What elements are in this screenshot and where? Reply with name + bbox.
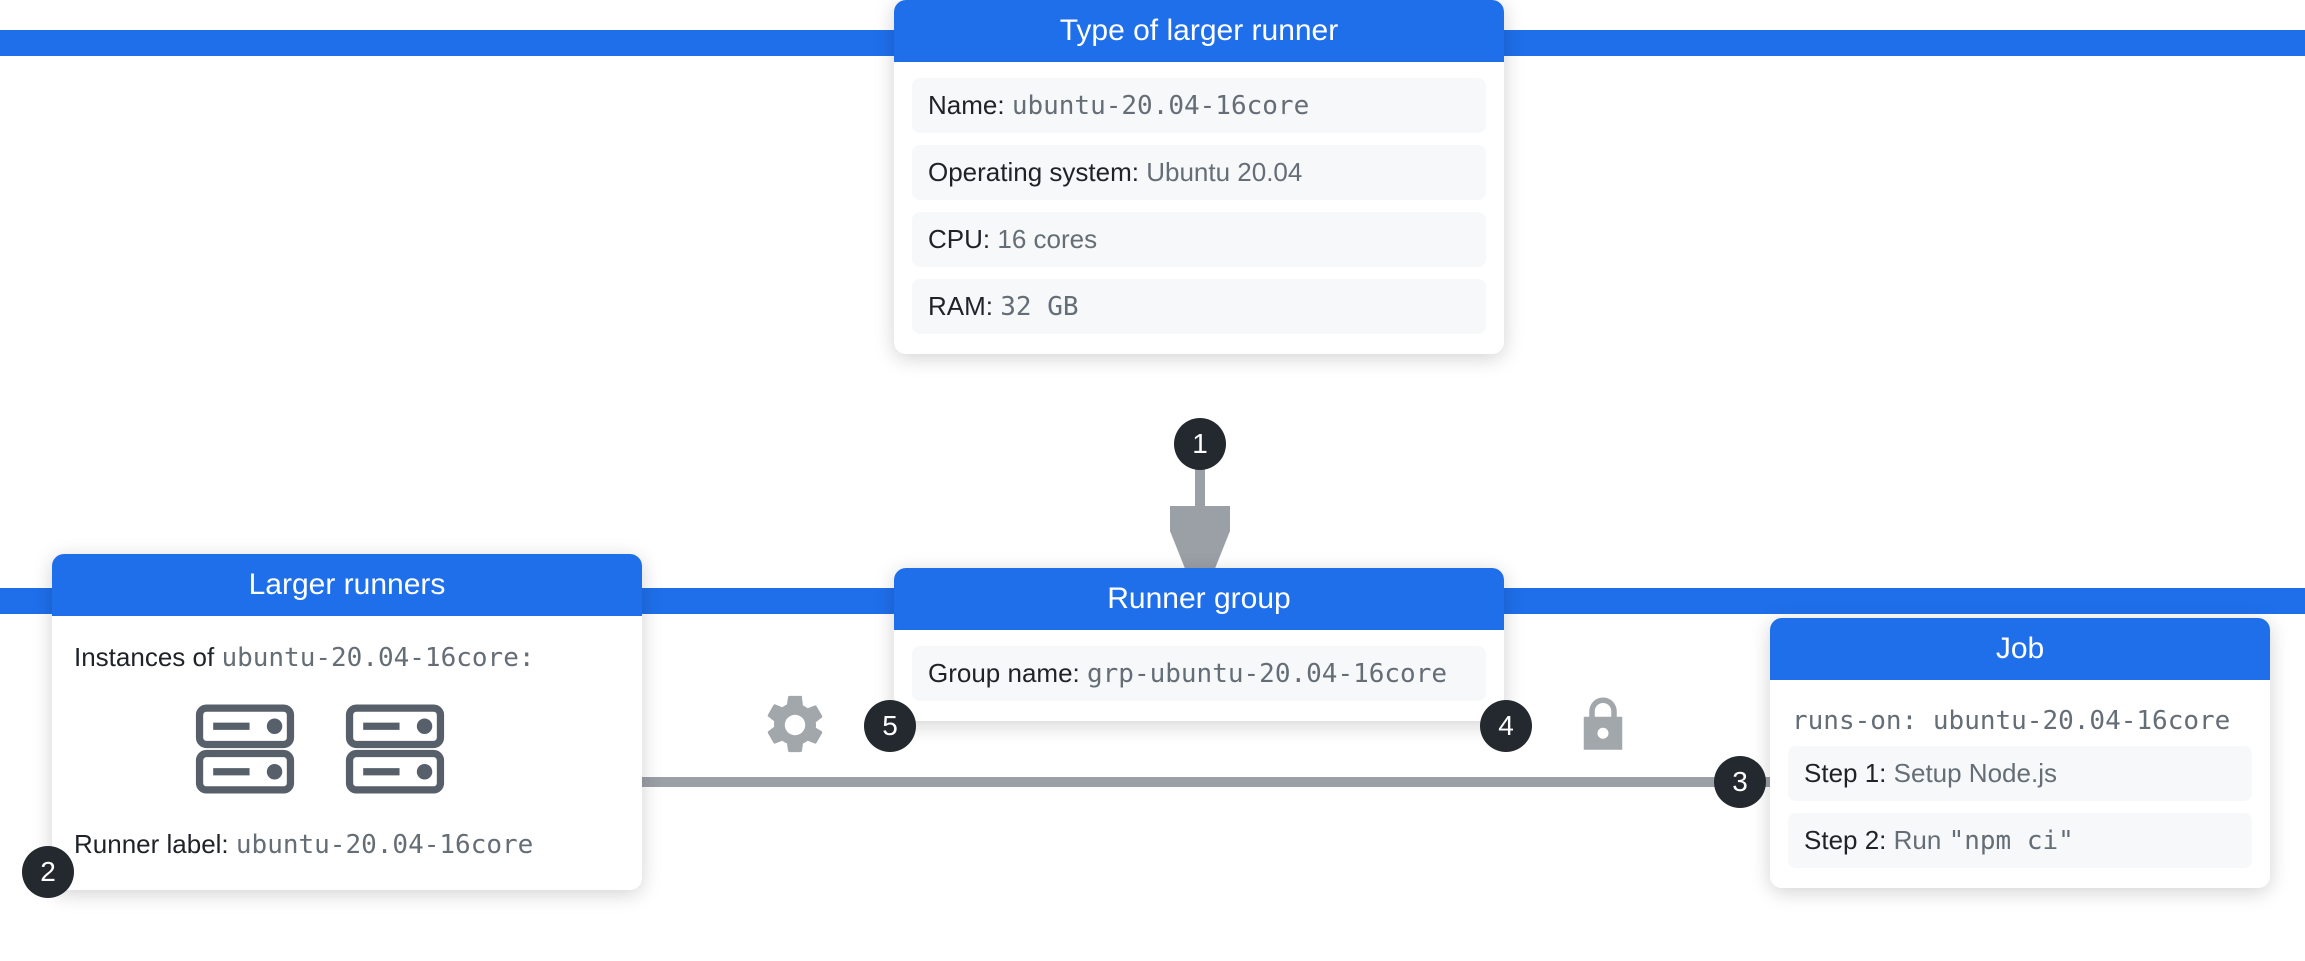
runner-group-field-name: Group name: grp-ubuntu-20.04-16core: [912, 646, 1486, 701]
badge-3: 3: [1714, 756, 1766, 808]
server-icon: [340, 699, 450, 799]
job-step-2: Step 2: Run "npm ci": [1788, 813, 2252, 868]
type-runner-field-name: Name: ubuntu-20.04-16core: [912, 78, 1486, 133]
card-job: Job runs-on: ubuntu-20.04-16core Step 1:…: [1770, 618, 2270, 888]
type-runner-field-cpu: CPU: 16 cores: [912, 212, 1486, 267]
arrow-left: [500, 752, 1780, 812]
job-title: Job: [1770, 618, 2270, 680]
larger-runners-title: Larger runners: [52, 554, 642, 616]
job-runs-on: runs-on: ubuntu-20.04-16core: [1788, 696, 2252, 746]
job-step-1: Step 1: Setup Node.js: [1788, 746, 2252, 801]
card-runner-group: Runner group Group name: grp-ubuntu-20.0…: [894, 568, 1504, 721]
badge-1: 1: [1174, 418, 1226, 470]
larger-runners-label: Runner label: ubuntu-20.04-16core: [70, 819, 624, 870]
card-larger-runners: Larger runners Instances of ubuntu-20.04…: [52, 554, 642, 890]
badge-4: 4: [1480, 700, 1532, 752]
gear-icon: [760, 690, 830, 760]
type-runner-field-ram: RAM: 32 GB: [912, 279, 1486, 334]
larger-runners-instances: Instances of ubuntu-20.04-16core:: [70, 632, 624, 683]
server-icons: [70, 683, 624, 819]
server-icon: [190, 699, 300, 799]
type-runner-title: Type of larger runner: [894, 0, 1504, 62]
badge-5: 5: [864, 700, 916, 752]
runner-group-title: Runner group: [894, 568, 1504, 630]
card-type-runner: Type of larger runner Name: ubuntu-20.04…: [894, 0, 1504, 354]
badge-2: 2: [22, 846, 74, 898]
lock-icon: [1570, 692, 1636, 758]
type-runner-field-os: Operating system: Ubuntu 20.04: [912, 145, 1486, 200]
